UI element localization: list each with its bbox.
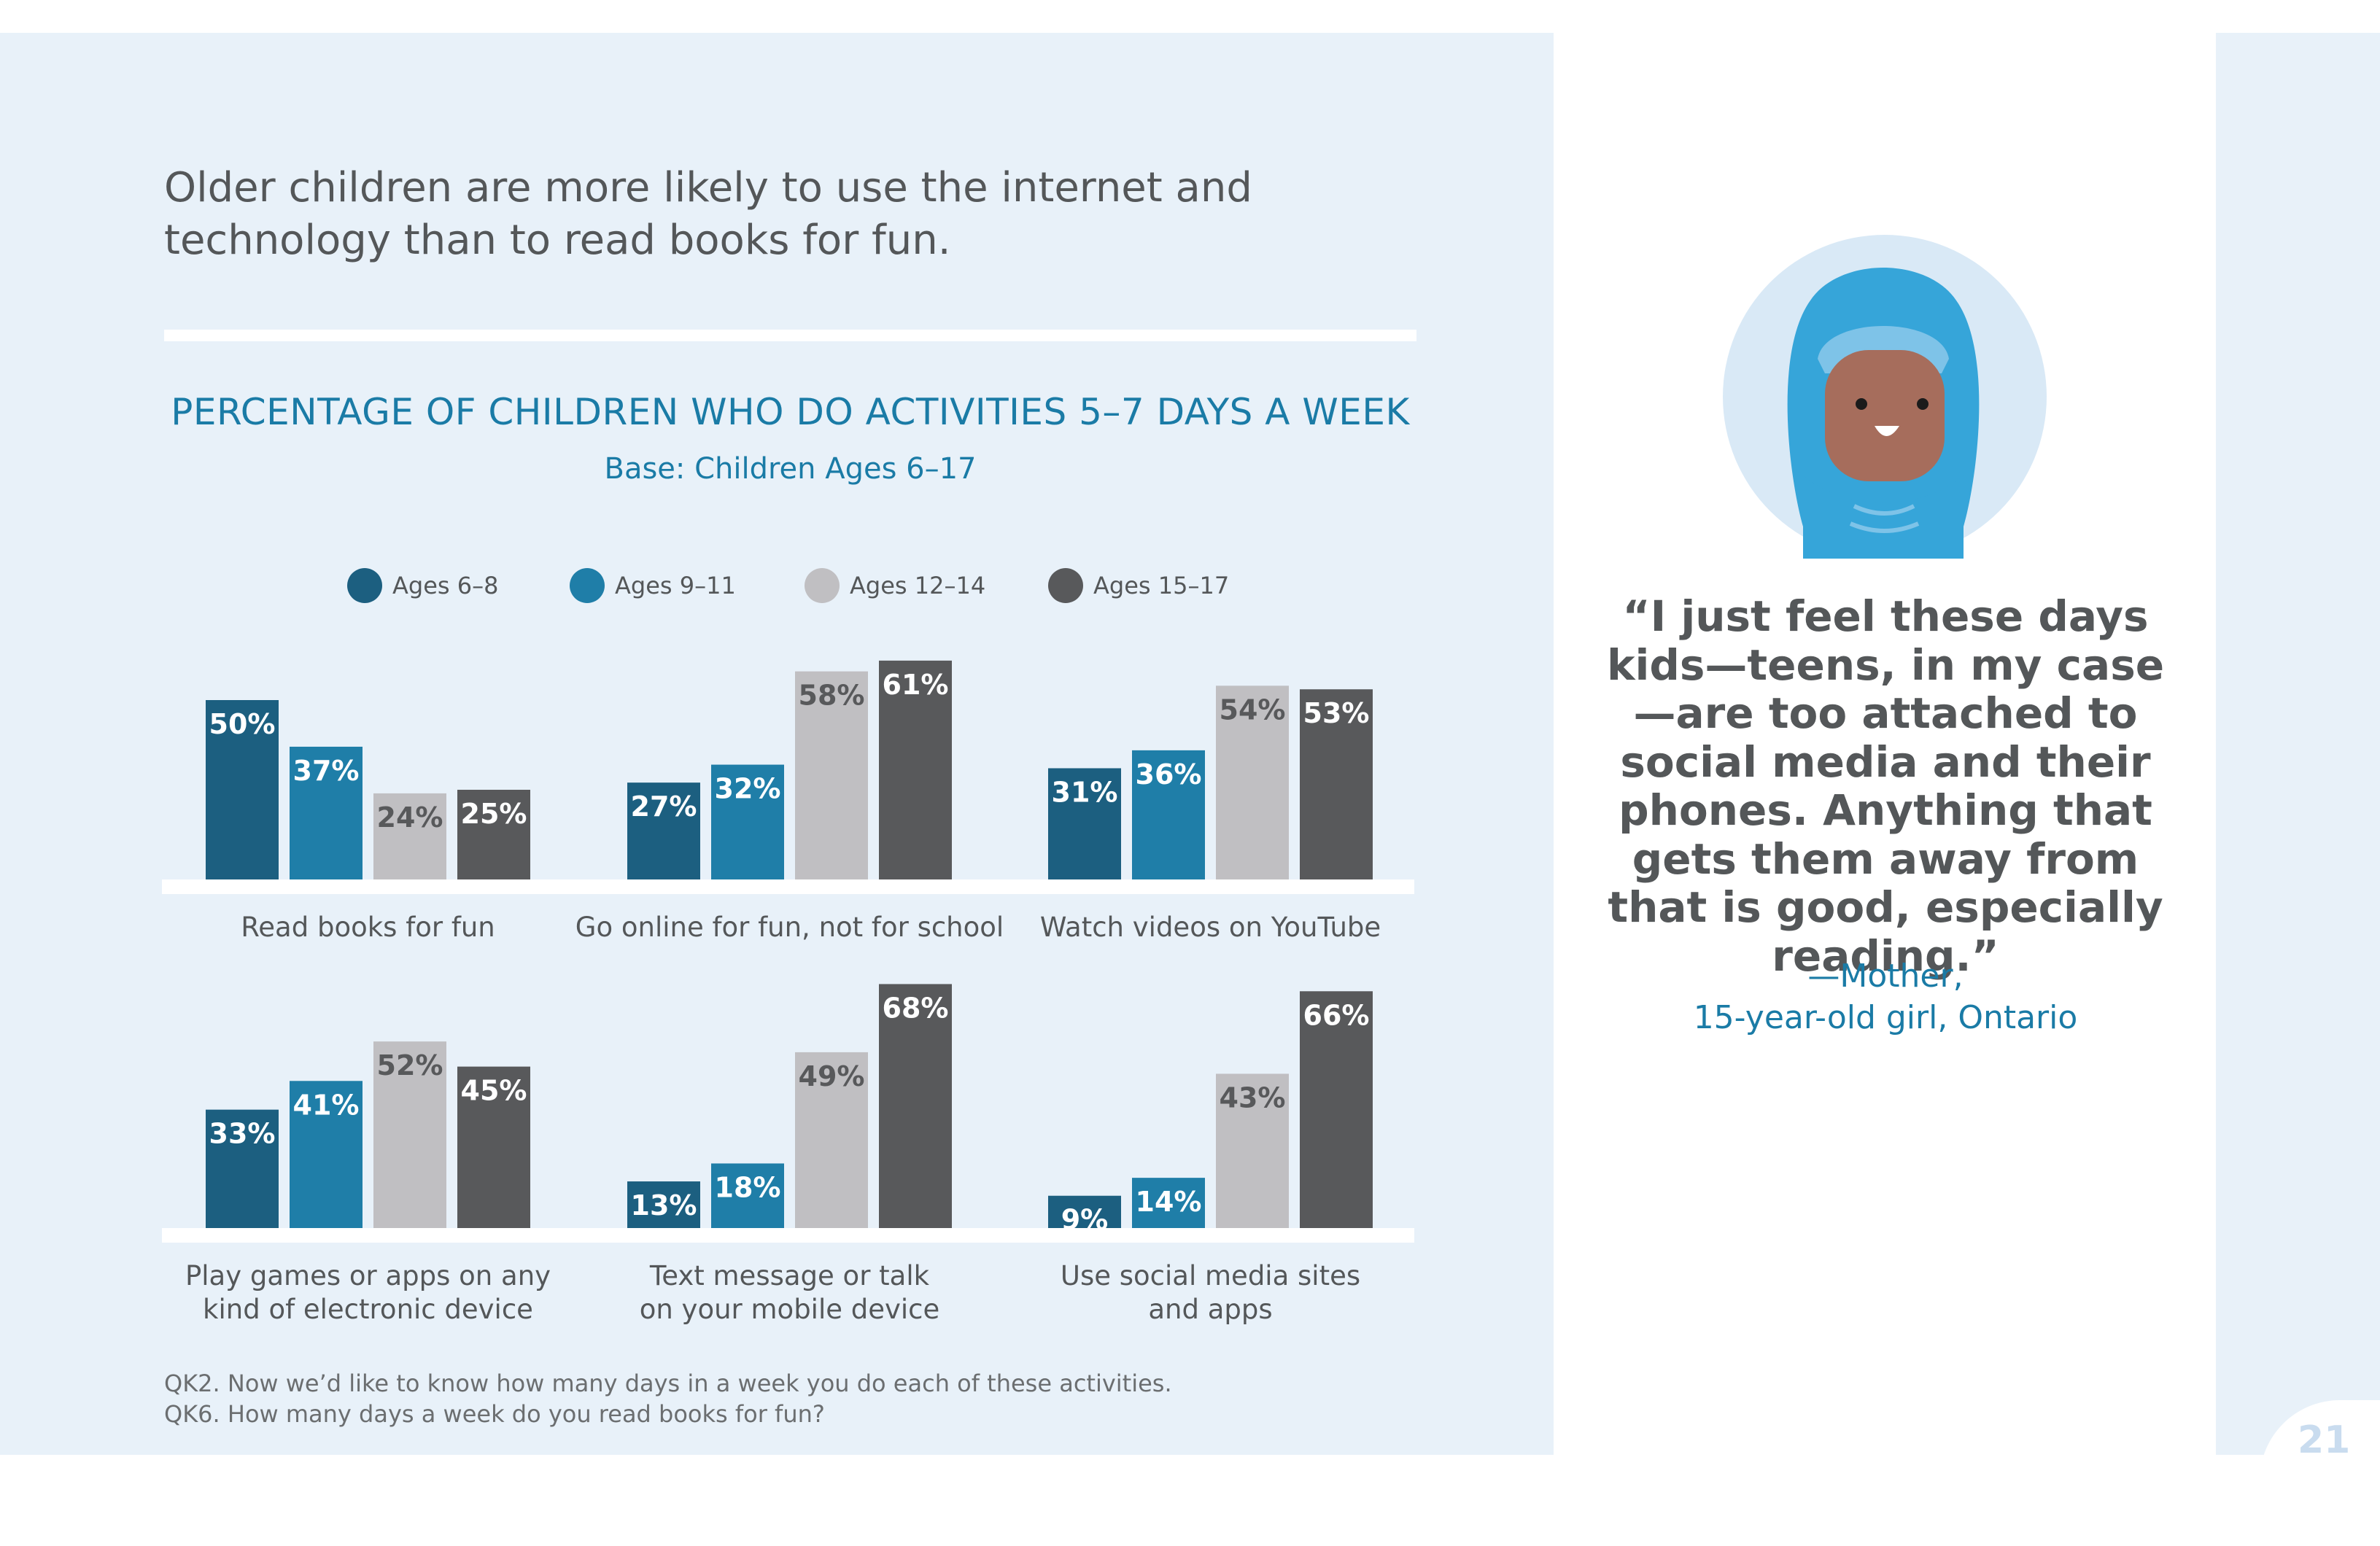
bar-panel4-series4 bbox=[457, 1066, 530, 1228]
legend-swatch bbox=[570, 568, 605, 603]
bar-chart: 50% 37% 24% 25% Read books for fun 27% 32% 58% 6… bbox=[162, 660, 1414, 1325]
data-label: 32% bbox=[715, 773, 781, 805]
data-label: 66% bbox=[1303, 999, 1370, 1031]
data-label: 27% bbox=[631, 791, 697, 823]
bar-panel2-series3 bbox=[795, 671, 868, 879]
bar-panel6-series3 bbox=[1216, 1073, 1289, 1228]
avatar-illustration bbox=[1723, 235, 2047, 559]
data-label: 14% bbox=[1136, 1186, 1202, 1218]
footnote-qk6: QK6. How many days a week do you read bo… bbox=[164, 1400, 825, 1428]
bar-panel3-series3 bbox=[1216, 685, 1289, 879]
bar-panel3-series2 bbox=[1132, 750, 1205, 879]
data-label: 41% bbox=[293, 1089, 360, 1121]
data-label: 9% bbox=[1061, 1204, 1109, 1236]
legend-label: Ages 12–14 bbox=[850, 572, 986, 599]
data-label: 43% bbox=[1220, 1081, 1286, 1114]
baseline-band-row-1 bbox=[162, 879, 1414, 894]
data-label: 25% bbox=[461, 798, 527, 830]
legend-swatch bbox=[347, 568, 382, 603]
data-label: 24% bbox=[377, 801, 443, 834]
category-label: and apps bbox=[1148, 1294, 1272, 1325]
data-label: 61% bbox=[883, 669, 949, 701]
data-label: 37% bbox=[293, 755, 360, 787]
data-label: 54% bbox=[1220, 694, 1286, 726]
bar-panel5-series1 bbox=[627, 1181, 700, 1228]
baseline-band-row-2 bbox=[162, 1228, 1414, 1243]
bar-panel5-series2 bbox=[711, 1163, 784, 1228]
bar-panel5-series4 bbox=[879, 984, 952, 1228]
category-label: Use social media sites bbox=[1061, 1260, 1360, 1291]
bar-panel1-series2 bbox=[290, 746, 363, 879]
category-label: Read books for fun bbox=[241, 912, 495, 943]
quote-attribution-line1: —Mother, bbox=[1807, 957, 1964, 995]
page-number: 21 bbox=[2298, 1418, 2351, 1462]
data-label: 58% bbox=[799, 680, 865, 712]
bar-panel6-series4 bbox=[1300, 991, 1373, 1228]
bar-panel4-series2 bbox=[290, 1081, 363, 1228]
bar-panel3-series4 bbox=[1300, 689, 1373, 879]
legend-label: Ages 9–11 bbox=[615, 572, 736, 599]
data-label: 68% bbox=[883, 992, 949, 1024]
legend-swatch bbox=[1048, 568, 1083, 603]
category-label: Go online for fun, not for school bbox=[575, 912, 1004, 943]
bar-panel4-series3 bbox=[373, 1041, 446, 1228]
category-label: Text message or talk bbox=[649, 1260, 930, 1291]
data-label: 31% bbox=[1052, 776, 1118, 808]
data-label: 13% bbox=[631, 1189, 697, 1221]
category-label: on your mobile device bbox=[640, 1294, 940, 1325]
legend-label: Ages 15–17 bbox=[1093, 572, 1230, 599]
data-label: 52% bbox=[377, 1049, 443, 1081]
data-label: 45% bbox=[461, 1075, 527, 1107]
data-label: 53% bbox=[1303, 697, 1370, 729]
page-headline: Older children are more likely to use th… bbox=[164, 164, 1252, 264]
bar-panel1-series4 bbox=[457, 790, 530, 879]
divider-rule bbox=[164, 330, 1416, 341]
bar-panel2-series4 bbox=[879, 660, 952, 879]
bar-panel6-series1 bbox=[1048, 1195, 1121, 1228]
footnote-qk2: QK2. Now we’d like to know how many days… bbox=[164, 1370, 1172, 1397]
data-label: 33% bbox=[209, 1118, 276, 1150]
quote-attribution-line2: 15-year-old girl, Ontario bbox=[1693, 999, 2078, 1036]
chart-title: PERCENTAGE OF CHILDREN WHO DO ACTIVITIES… bbox=[171, 391, 1410, 433]
bar-panel2-series2 bbox=[711, 764, 784, 879]
bar-panel2-series1 bbox=[627, 782, 700, 879]
data-label: 49% bbox=[799, 1060, 865, 1092]
legend-swatch bbox=[805, 568, 840, 603]
data-label: 36% bbox=[1136, 758, 1202, 791]
right-margin-strip bbox=[2216, 33, 2380, 1455]
category-label: Play games or apps on any bbox=[185, 1260, 551, 1291]
category-label: Watch videos on YouTube bbox=[1040, 912, 1381, 943]
category-label: kind of electronic device bbox=[203, 1294, 533, 1325]
bar-panel3-series1 bbox=[1048, 768, 1121, 879]
bar-panel4-series1 bbox=[206, 1109, 279, 1228]
girl-hijab-icon bbox=[1787, 268, 1980, 559]
legend-label: Ages 6–8 bbox=[392, 572, 499, 599]
chart-subtitle: Base: Children Ages 6–17 bbox=[604, 452, 977, 486]
bar-panel5-series3 bbox=[795, 1052, 868, 1228]
bar-panel1-series1 bbox=[206, 700, 279, 879]
testimonial-quote: “I just feel these days kids—teens, in m… bbox=[1606, 591, 2165, 981]
bar-panel6-series2 bbox=[1132, 1178, 1205, 1228]
bar-panel1-series3 bbox=[373, 793, 446, 879]
data-label: 50% bbox=[209, 708, 276, 740]
data-label: 18% bbox=[715, 1171, 781, 1203]
